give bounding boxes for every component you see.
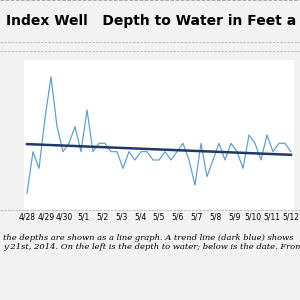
Text: Index Well   Depth to Water in Feet a: Index Well Depth to Water in Feet a — [6, 14, 296, 28]
Text: the depths are shown as a line graph. A trend line (dark blue) shows
y 21st, 201: the depths are shown as a line graph. A … — [3, 234, 300, 251]
